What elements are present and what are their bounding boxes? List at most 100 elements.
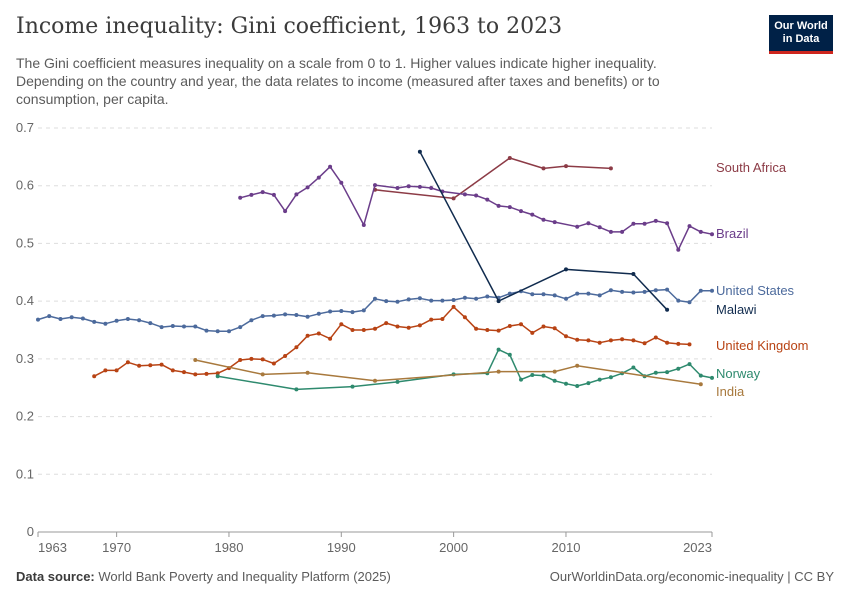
data-point (575, 384, 580, 388)
data-point (631, 290, 636, 295)
data-point (564, 296, 568, 301)
data-point (474, 326, 479, 331)
data-point (507, 352, 512, 357)
data-point (417, 296, 422, 301)
data-point (373, 183, 377, 188)
series-label: Norway (716, 366, 761, 381)
data-point (642, 289, 647, 294)
data-point (92, 319, 97, 324)
data-point (608, 288, 613, 293)
data-source-label: Data source: (16, 569, 95, 584)
data-point (620, 289, 625, 294)
data-point (676, 298, 681, 303)
data-point (328, 336, 333, 341)
data-point (676, 366, 681, 371)
source-url-link[interactable]: OurWorldinData.org/economic-inequality |… (549, 569, 834, 584)
data-point (541, 166, 546, 171)
data-source-text: World Bank Poverty and Inequality Platfo… (98, 569, 391, 584)
data-point (451, 304, 456, 309)
data-point (631, 221, 636, 226)
data-point (698, 229, 703, 234)
data-point (328, 164, 333, 169)
data-point (249, 356, 254, 361)
x-tick-label: 2023 (683, 540, 712, 555)
data-point (462, 295, 467, 300)
data-point (215, 371, 220, 376)
x-tick-label: 1980 (215, 540, 244, 555)
y-tick-label: 0.2 (16, 409, 34, 424)
data-point (260, 357, 265, 362)
series-line (195, 359, 701, 386)
data-point (395, 299, 400, 304)
data-point (215, 329, 220, 334)
y-tick-label: 0.6 (16, 178, 34, 193)
data-point (575, 337, 580, 342)
data-point (642, 341, 647, 346)
data-point (238, 195, 243, 200)
data-point (575, 291, 580, 296)
chart-subtitle: The Gini coefficient measures inequality… (16, 55, 660, 107)
data-point (519, 322, 523, 327)
data-point (271, 313, 276, 318)
data-point (552, 220, 557, 225)
series-label: India (716, 384, 745, 399)
data-point (485, 328, 490, 332)
data-point (485, 294, 490, 299)
data-point (429, 298, 434, 303)
chart-title: Income inequality: Gini coefficient, 196… (16, 14, 563, 39)
data-point (137, 318, 142, 323)
data-point (204, 328, 209, 333)
data-point (361, 328, 366, 332)
x-tick-label: 2000 (439, 540, 468, 555)
data-point (653, 218, 658, 223)
data-point (417, 184, 422, 189)
data-point (564, 267, 568, 272)
series-south-africa (373, 156, 613, 201)
x-tick-label: 1963 (38, 540, 67, 555)
data-point (519, 209, 523, 214)
data-point (507, 205, 512, 210)
data-point (406, 297, 411, 302)
data-point (474, 193, 479, 198)
data-point (92, 374, 97, 379)
data-point (653, 288, 658, 293)
data-point (249, 318, 254, 323)
series-norway (215, 347, 714, 392)
data-point (69, 315, 74, 320)
data-point (653, 335, 658, 340)
data-point (80, 316, 85, 321)
data-point (597, 293, 602, 298)
data-point (316, 175, 321, 180)
owid-logo[interactable]: Our World in Data (769, 15, 833, 54)
data-point (608, 229, 613, 234)
data-point (193, 372, 198, 377)
data-point (474, 296, 479, 301)
data-point (193, 324, 198, 329)
data-point (676, 247, 681, 252)
data-point (586, 221, 591, 226)
data-point (350, 310, 355, 315)
data-point (384, 321, 389, 326)
data-point (451, 298, 456, 302)
data-point (58, 317, 63, 321)
data-point (552, 378, 557, 383)
x-tick-label: 1970 (102, 540, 131, 555)
series-malawi (417, 149, 670, 312)
data-point (462, 315, 467, 320)
data-point (283, 354, 288, 358)
data-point (148, 321, 153, 326)
data-point (608, 338, 613, 343)
series-line (374, 157, 611, 200)
data-point (665, 370, 670, 375)
data-point (283, 312, 288, 317)
data-point (530, 292, 535, 297)
data-point (395, 379, 400, 384)
data-point (260, 190, 265, 195)
data-point (227, 329, 231, 334)
data-point (305, 314, 310, 319)
data-point (114, 368, 119, 373)
data-point (294, 345, 299, 350)
data-point (47, 314, 52, 319)
data-point (294, 387, 299, 392)
